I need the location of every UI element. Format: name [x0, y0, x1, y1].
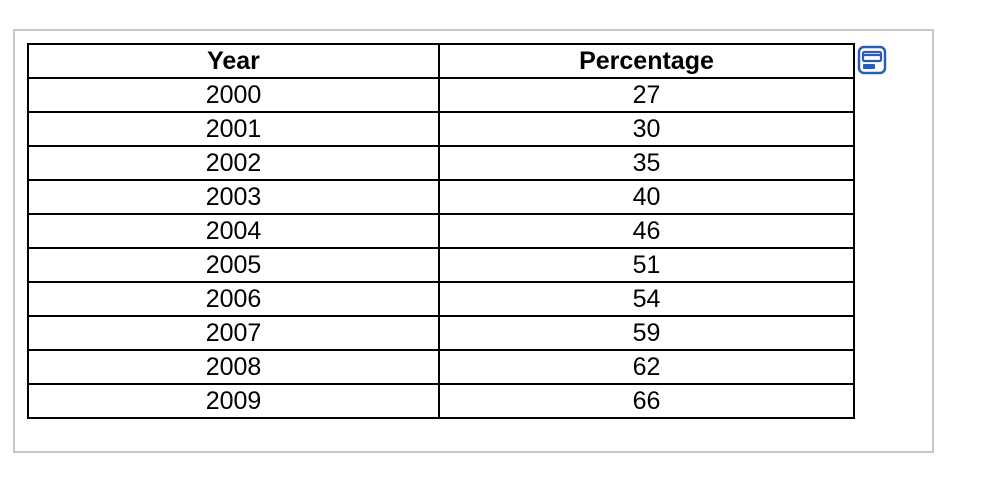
cell-percentage: 51 [438, 247, 855, 283]
cell-year: 2001 [27, 111, 440, 147]
table-row: 2009 66 [27, 383, 855, 419]
cell-year: 2006 [27, 281, 440, 317]
popout-window-icon-graphic [857, 45, 887, 75]
table-row: 2008 62 [27, 349, 855, 385]
cell-year: 2000 [27, 77, 440, 113]
table-header-row: Year Percentage [27, 43, 855, 79]
cell-percentage: 59 [438, 315, 855, 351]
table-row: 2001 30 [27, 111, 855, 147]
cell-percentage: 40 [438, 179, 855, 215]
header-percentage: Percentage [438, 43, 855, 79]
popout-window-icon[interactable] [857, 45, 887, 75]
cell-percentage: 27 [438, 77, 855, 113]
table-row: 2002 35 [27, 145, 855, 181]
cell-percentage: 66 [438, 383, 855, 419]
cell-year: 2004 [27, 213, 440, 249]
cell-percentage: 54 [438, 281, 855, 317]
table-row: 2003 40 [27, 179, 855, 215]
table-row: 2005 51 [27, 247, 855, 283]
data-table: Year Percentage 2000 27 2001 30 2002 35 … [27, 43, 855, 419]
cell-percentage: 30 [438, 111, 855, 147]
cell-percentage: 35 [438, 145, 855, 181]
table-row: 2004 46 [27, 213, 855, 249]
cell-year: 2005 [27, 247, 440, 283]
cell-year: 2007 [27, 315, 440, 351]
cell-year: 2009 [27, 383, 440, 419]
cell-year: 2008 [27, 349, 440, 385]
table-row: 2006 54 [27, 281, 855, 317]
cell-percentage: 62 [438, 349, 855, 385]
header-year: Year [27, 43, 440, 79]
cell-year: 2002 [27, 145, 440, 181]
cell-year: 2003 [27, 179, 440, 215]
table-row: 2000 27 [27, 77, 855, 113]
cell-percentage: 46 [438, 213, 855, 249]
table-row: 2007 59 [27, 315, 855, 351]
